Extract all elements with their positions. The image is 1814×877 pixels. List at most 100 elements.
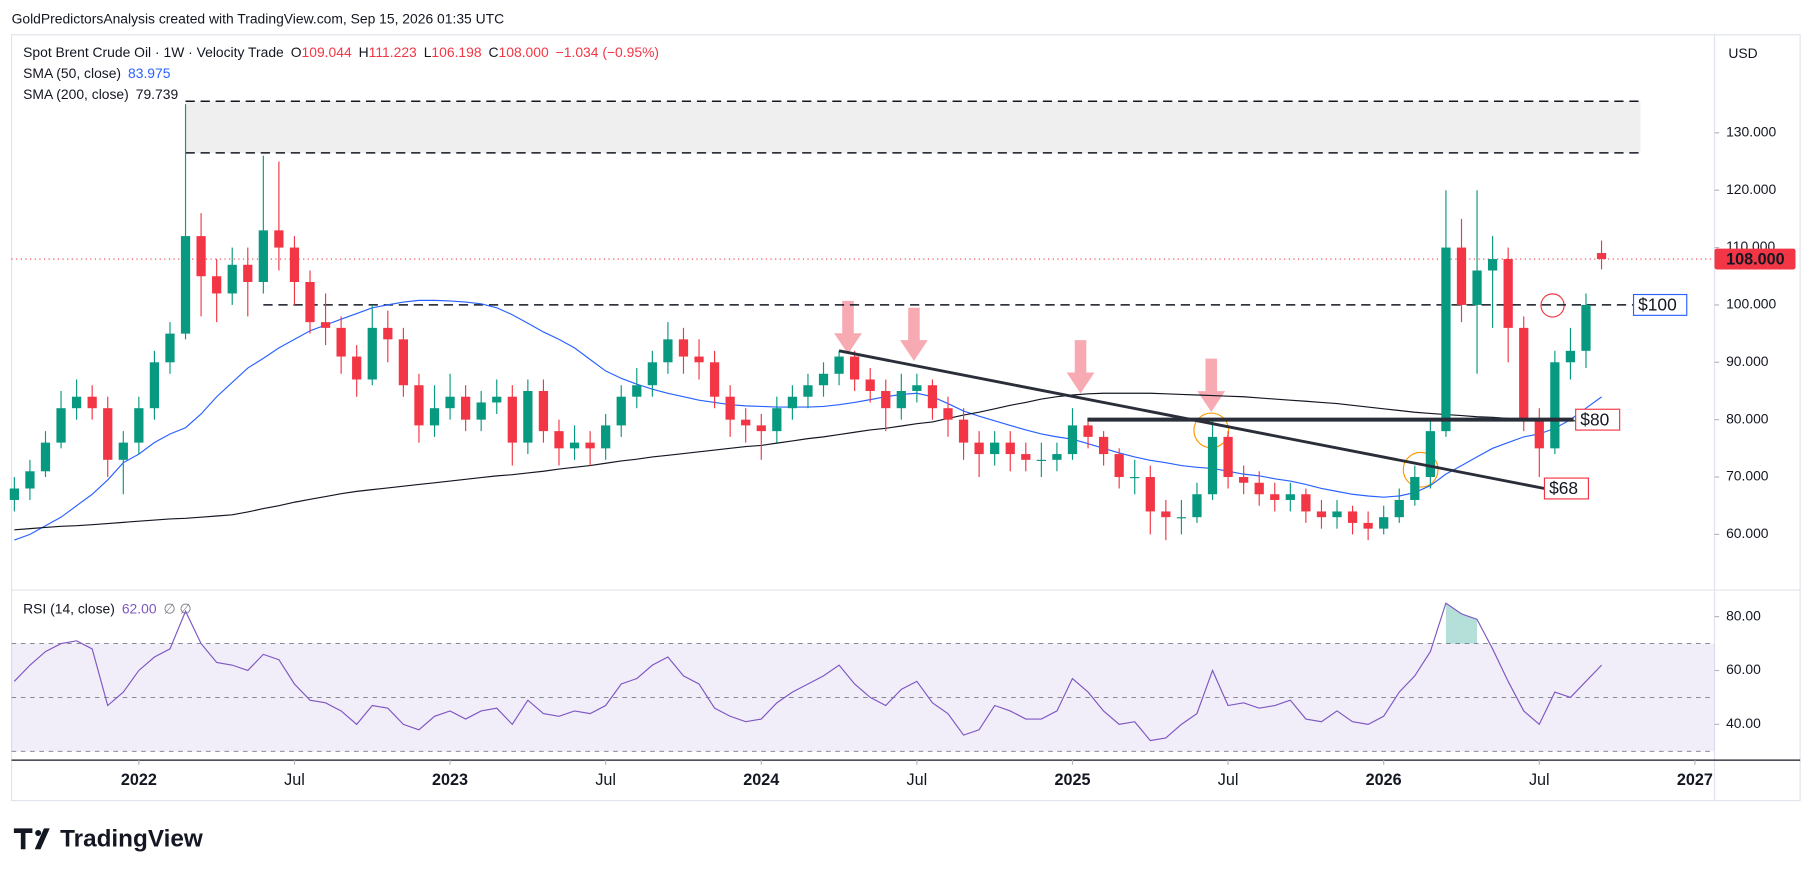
- x-tick-label: 2024: [743, 771, 779, 789]
- candle-body: [943, 408, 953, 420]
- x-tick-label: 2022: [121, 771, 157, 789]
- candle-body: [1036, 459, 1046, 461]
- ohlc-value: 109.044: [302, 44, 352, 60]
- last-price-label: 108.000: [1726, 250, 1785, 268]
- candle-body: [569, 442, 580, 449]
- candle-body: [414, 385, 424, 426]
- rsi-y-tick-label: 80.00: [1726, 607, 1761, 623]
- candle-body: [647, 362, 657, 386]
- candle-body: [772, 408, 782, 432]
- y-tick-label: 130.000: [1726, 124, 1776, 140]
- price-label: $100: [1638, 295, 1677, 315]
- candle-body: [850, 356, 860, 380]
- candle-body: [383, 327, 393, 340]
- x-tick-label: 2025: [1054, 771, 1090, 789]
- candle-body: [507, 396, 517, 443]
- y-tick-label: 120.000: [1726, 181, 1776, 197]
- candle-body: [476, 402, 486, 420]
- x-tick-label: 2023: [432, 771, 468, 789]
- candle-body: [134, 408, 144, 443]
- candle-body: [118, 442, 128, 460]
- x-tick-label: Jul: [1529, 771, 1550, 789]
- candle-body: [429, 408, 440, 426]
- candle-body: [616, 396, 626, 426]
- candle-body: [352, 356, 362, 380]
- candle-body: [1565, 350, 1576, 363]
- candle-body: [1596, 253, 1607, 260]
- candle-body: [165, 333, 175, 363]
- candle-body: [320, 322, 331, 328]
- currency[interactable]: USD: [1728, 45, 1757, 61]
- candle-body: [1270, 494, 1280, 500]
- x-tick-label: Jul: [284, 771, 305, 789]
- ohlc-key: H: [359, 44, 369, 60]
- ohlc-key: C: [489, 44, 499, 60]
- candle-body: [336, 327, 346, 357]
- candle-body: [1052, 454, 1062, 460]
- candle-body: [1067, 425, 1078, 455]
- candle-body: [1519, 327, 1529, 420]
- candle-body: [1316, 511, 1327, 518]
- x-tick-label: Jul: [595, 771, 616, 789]
- rsi-line: [13, 602, 1603, 742]
- candle-body: [1550, 362, 1560, 449]
- candle-body: [149, 362, 160, 409]
- x-tick-label: Jul: [1218, 771, 1239, 789]
- candle-body: [554, 431, 564, 449]
- y-tick-label: 80.000: [1726, 410, 1769, 426]
- sma-value: 79.739: [136, 86, 179, 102]
- candle-body: [1534, 419, 1544, 449]
- rsi-y-tick-label: 40.00: [1726, 715, 1761, 731]
- candle-body: [40, 442, 51, 472]
- ohlc-key: L: [424, 44, 432, 60]
- rsi-overbought: [1445, 603, 1462, 644]
- candle-body: [865, 379, 875, 391]
- sma-name: SMA (50, close): [23, 65, 121, 81]
- sma-legend: SMA (200, close) 79.739: [23, 86, 178, 102]
- candle-body: [1098, 436, 1109, 455]
- y-tick-label: 90.000: [1726, 353, 1769, 369]
- candle-body: [398, 339, 409, 386]
- candle-body: [1363, 522, 1373, 529]
- candle-body: [87, 396, 97, 409]
- last-price-box: [1714, 248, 1796, 270]
- rsi-name: RSI (14, close): [23, 600, 115, 616]
- logo-mark: [13, 828, 50, 850]
- resistance-zone: [185, 101, 1641, 153]
- candle-body: [1301, 494, 1311, 512]
- logo-dot: [35, 829, 42, 837]
- candle-body: [1176, 517, 1187, 519]
- arrow: [1197, 358, 1226, 412]
- candle-body: [25, 471, 35, 489]
- candle-body: [1223, 436, 1233, 478]
- underlay: [11, 34, 1801, 801]
- candle-body: [834, 356, 844, 374]
- candle-body: [305, 281, 315, 323]
- candle-body: [881, 390, 891, 409]
- candle-body: [1083, 425, 1093, 437]
- candle-body: [1503, 259, 1513, 328]
- x-tick-label: 2026: [1366, 771, 1402, 789]
- symbol: Spot Brent Crude Oil · 1W · Velocity Tra…: [23, 44, 284, 60]
- candle-body: [1285, 494, 1295, 500]
- candle-body: [9, 488, 19, 500]
- y-tick-label: 70.000: [1726, 468, 1769, 484]
- candle-body: [243, 264, 253, 282]
- ohlc-value: 111.223: [369, 44, 417, 60]
- candle-body: [196, 236, 206, 277]
- candle-body: [1021, 454, 1031, 460]
- candle-body: [585, 442, 595, 449]
- x-tick-label: 2027: [1677, 771, 1713, 789]
- legend-title: Spot Brent Crude Oil · 1W · Velocity Tra…: [23, 44, 659, 60]
- signal-arrows: [834, 300, 1226, 412]
- watermark: GoldPredictorsAnalysis created with Trad…: [12, 10, 505, 26]
- candle-body: [678, 339, 689, 357]
- brand: TradingView: [60, 825, 203, 852]
- candle-body: [492, 396, 502, 403]
- candle-body: [1254, 482, 1264, 495]
- candle-body: [958, 419, 969, 443]
- ohlc-key: O: [291, 44, 302, 60]
- candle-body: [289, 247, 300, 282]
- candle-body: [56, 408, 66, 443]
